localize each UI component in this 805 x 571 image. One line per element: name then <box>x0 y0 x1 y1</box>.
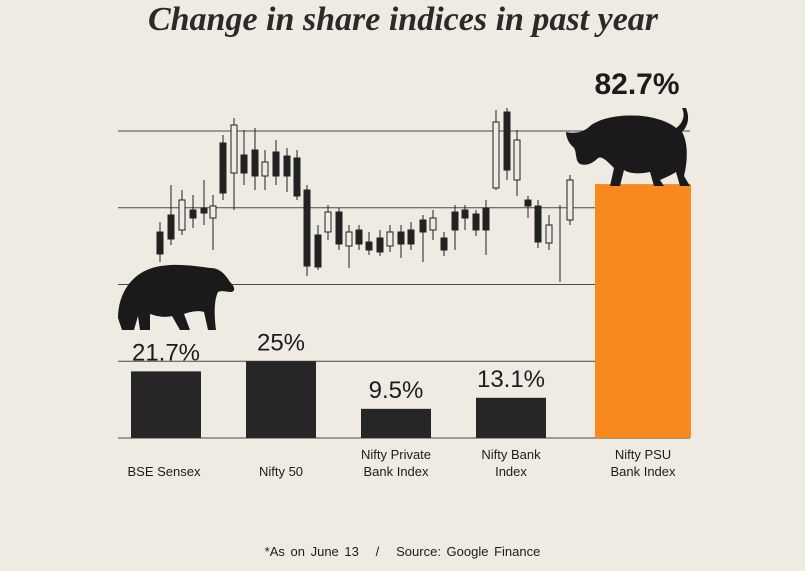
bear-decoration <box>118 264 235 330</box>
bar <box>476 397 546 438</box>
candlesticks-decoration <box>156 108 574 282</box>
footnote: *As on June 13 / Source: Google Finance <box>264 544 541 559</box>
value-label: 25% <box>257 330 305 357</box>
x-tick-label: BSE Sensex <box>127 464 201 479</box>
bar <box>595 184 691 438</box>
bar <box>131 371 201 438</box>
chart-title: Change in share indices in past year <box>148 1 659 38</box>
value-label: 13.1% <box>477 366 545 393</box>
bars <box>131 184 691 438</box>
bar <box>246 361 316 438</box>
x-tick-label: Nifty Private Bank Index <box>360 447 432 479</box>
x-tick-label: Nifty PSU Bank Index <box>610 447 676 479</box>
value-label: 82.7% <box>594 68 679 101</box>
bull-decoration <box>566 108 690 186</box>
x-tick-label: Nifty 50 <box>258 464 304 479</box>
x-tick-label: Nifty Bank Index <box>481 447 541 479</box>
value-label: 21.7% <box>132 340 200 367</box>
value-label: 9.5% <box>369 377 424 404</box>
bar <box>361 408 431 438</box>
